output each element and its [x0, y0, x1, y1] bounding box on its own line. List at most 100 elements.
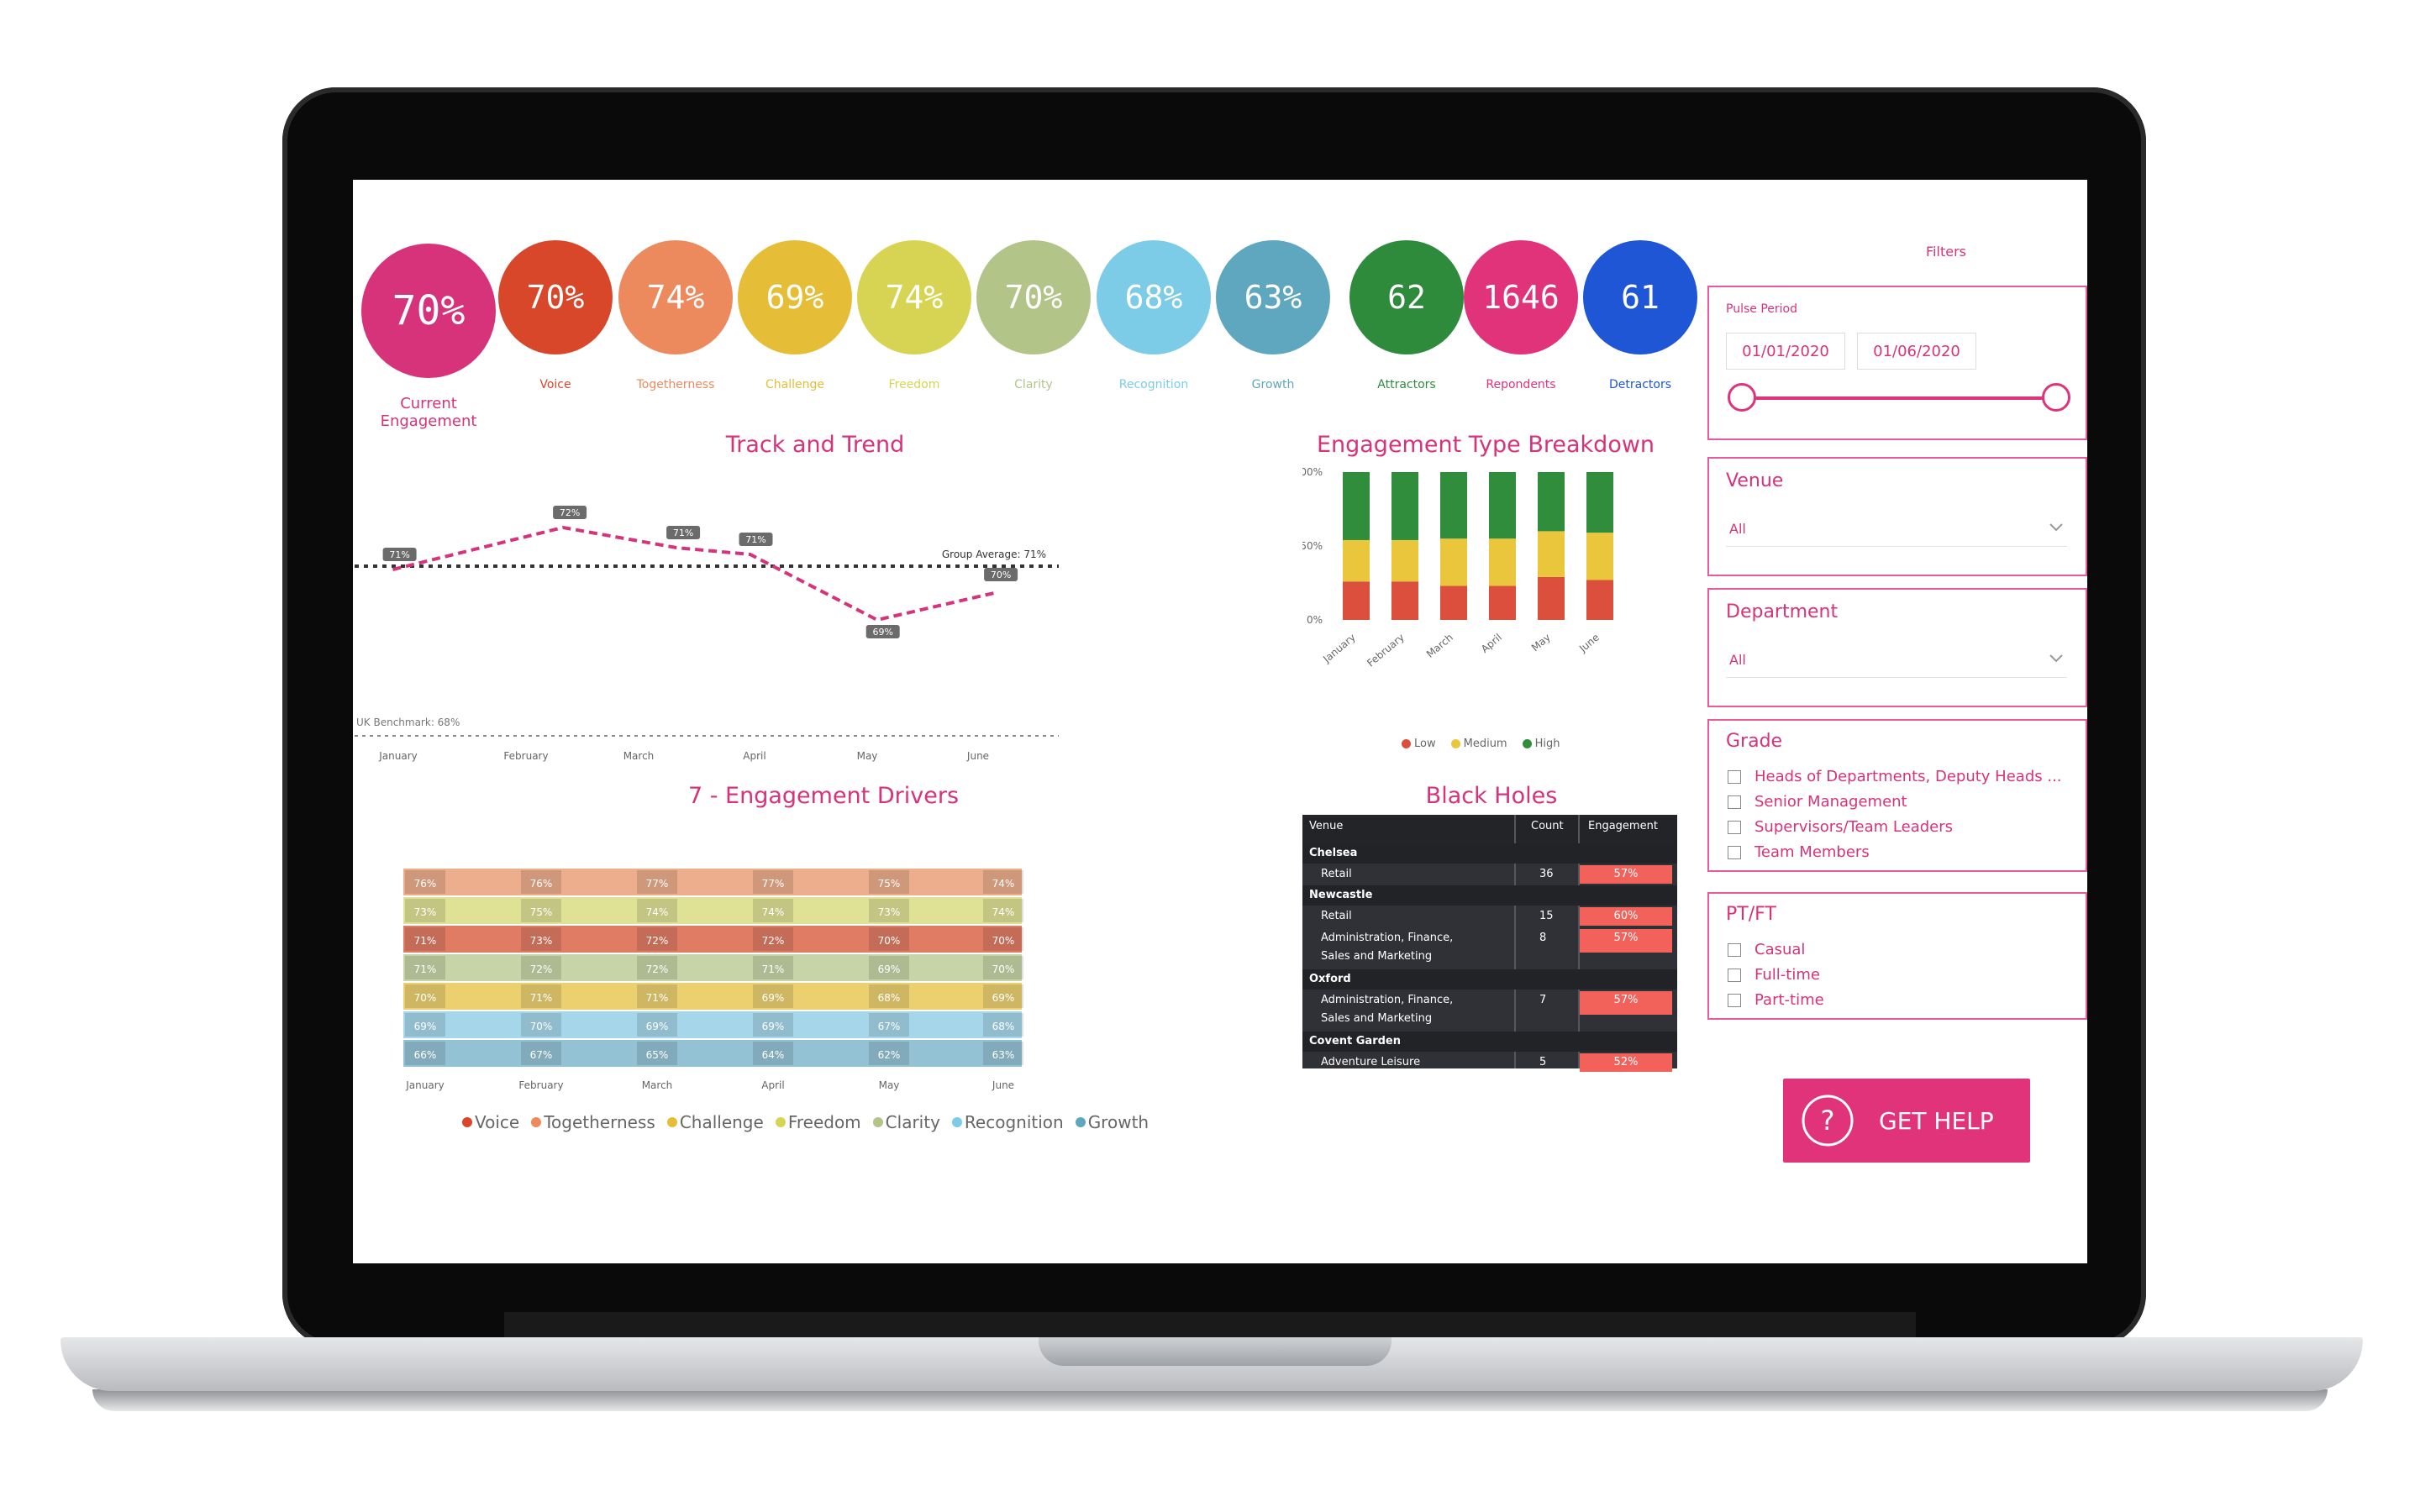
driver-cell	[405, 1013, 445, 1037]
track-data-label-bg	[739, 533, 773, 546]
driver-value: 67%	[878, 1021, 901, 1032]
checkbox-option[interactable]: Supervisors/Team Leaders	[1728, 818, 1953, 836]
driver-cell	[869, 870, 909, 894]
breakdown-x-tick: April	[1479, 632, 1504, 655]
department-label: Department	[1726, 601, 1839, 622]
black-holes-title: Black Holes	[1425, 783, 1558, 809]
group-venue: Covent Garden	[1309, 1035, 1401, 1047]
kpi-circle: 1646	[1464, 240, 1578, 354]
driver-value: 68%	[992, 1021, 1015, 1032]
breakdown-x-tick: May	[1529, 632, 1553, 654]
driver-month-label: February	[518, 1079, 563, 1091]
ptft-label: PT/FT	[1726, 904, 1776, 925]
breakdown-y-tick: 0%	[1307, 614, 1323, 626]
legend-item: Voice	[462, 1112, 519, 1132]
pulse-from-input[interactable]: 01/01/2020	[1726, 333, 1845, 370]
kpi-label: Attractors	[1377, 378, 1436, 391]
track-data-label: 71%	[745, 534, 765, 545]
driver-value: 75%	[530, 906, 553, 918]
driver-cell	[753, 1013, 793, 1037]
driver-value: 74%	[762, 906, 785, 918]
pulse-slider-track[interactable]	[1744, 396, 2055, 400]
kpi-circle: 74%	[618, 240, 733, 354]
drivers-legend: Voice Togetherness Challenge Freedom Clarity…	[462, 1112, 1149, 1132]
track-month-label: February	[503, 750, 548, 762]
driver-cell	[983, 1013, 1023, 1037]
legend-item: Low	[1402, 738, 1436, 750]
checkbox[interactable]	[1728, 942, 1741, 957]
driver-band	[403, 954, 1022, 981]
pulse-slider-end-handle[interactable]	[2042, 383, 2070, 412]
checkbox-option[interactable]: Part-time	[1728, 991, 1824, 1009]
breakdown-bar-segment	[1343, 472, 1370, 540]
chevron-down-icon	[2049, 523, 2063, 532]
driver-value: 70%	[878, 935, 901, 947]
checkbox[interactable]	[1728, 769, 1741, 784]
driver-value: 72%	[646, 935, 669, 947]
get-help-label: GET HELP	[1879, 1106, 1994, 1135]
driver-cell	[521, 899, 561, 922]
checkbox-option[interactable]: Full-time	[1728, 966, 1820, 984]
driver-value: 74%	[646, 906, 669, 918]
driver-cell	[753, 927, 793, 951]
breakdown-bar-segment	[1392, 539, 1418, 582]
driver-cell	[869, 899, 909, 922]
checkbox[interactable]	[1728, 795, 1741, 809]
legend-item: Recognition	[951, 1112, 1064, 1132]
kpi-value: 69%	[765, 279, 824, 316]
kpi-label: Detractors	[1608, 378, 1672, 391]
driver-cell	[753, 984, 793, 1008]
driver-value: 72%	[646, 963, 669, 975]
track-data-label: 71%	[389, 549, 409, 560]
legend-dot	[1402, 739, 1411, 748]
driver-cell	[753, 1042, 793, 1065]
checkbox-label: Supervisors/Team Leaders	[1754, 818, 1954, 836]
pulse-to-input[interactable]: 01/06/2020	[1857, 333, 1976, 370]
checkbox[interactable]	[1728, 845, 1741, 859]
driver-month-label: March	[642, 1079, 673, 1091]
department-select[interactable]: All	[1726, 643, 2067, 678]
driver-cell	[637, 1013, 677, 1037]
pulse-slider-start-handle[interactable]	[1728, 383, 1756, 412]
table-row: Retail 36 57%	[1302, 864, 1677, 885]
checkbox-option[interactable]: Team Members	[1728, 843, 1870, 861]
legend-item: Medium	[1450, 738, 1507, 750]
row-count: 7	[1539, 994, 1547, 1006]
kpi-label: Togetherness	[636, 378, 715, 391]
driver-cell	[521, 870, 561, 894]
legend-label: Low	[1414, 738, 1436, 750]
checkbox[interactable]	[1728, 968, 1741, 982]
legend-label: High	[1534, 738, 1560, 750]
breakdown-bar-segment	[1392, 472, 1418, 540]
breakdown-bar-segment	[1440, 538, 1467, 586]
legend-dot	[1450, 739, 1460, 748]
driver-value: 68%	[878, 992, 901, 1004]
checkbox[interactable]	[1728, 993, 1741, 1007]
venue-select[interactable]: All	[1726, 512, 2067, 547]
checkbox-option[interactable]: Senior Management	[1728, 793, 1907, 811]
row-venue-line2: Sales and Marketing	[1321, 1012, 1433, 1025]
get-help-button[interactable]: ? GET HELP	[1783, 1079, 2030, 1163]
drivers-title: 7 - Engagement Drivers	[687, 783, 960, 809]
driver-value: 64%	[762, 1049, 785, 1061]
group-average-label: Group Average: 71%	[942, 549, 1046, 560]
legend-item: Growth	[1075, 1112, 1149, 1132]
row-engagement: 57%	[1580, 991, 1672, 1015]
kpi-circle: 70%	[498, 240, 613, 354]
track-data-label-bg	[666, 526, 701, 539]
driver-value: 75%	[878, 878, 901, 890]
table-group-row: Chelsea	[1302, 843, 1677, 864]
legend-label: Clarity	[885, 1112, 940, 1132]
checkbox-option[interactable]: Casual	[1728, 941, 1805, 958]
legend-item: Togetherness	[531, 1112, 655, 1132]
checkbox[interactable]	[1728, 820, 1741, 834]
track-month-label: March	[623, 750, 655, 762]
driver-value: 69%	[762, 1021, 785, 1032]
kpi-value: 70%	[526, 279, 585, 316]
checkbox-option[interactable]: Heads of Departments, Deputy Heads ...	[1728, 768, 2062, 785]
row-venue-line2: Sales and Marketing	[1321, 950, 1433, 963]
row-engagement: 57%	[1580, 929, 1672, 953]
legend-item: Clarity	[872, 1112, 940, 1132]
table-group-row: Covent Garden	[1302, 1032, 1677, 1052]
breakdown-bar-segment	[1489, 585, 1516, 620]
